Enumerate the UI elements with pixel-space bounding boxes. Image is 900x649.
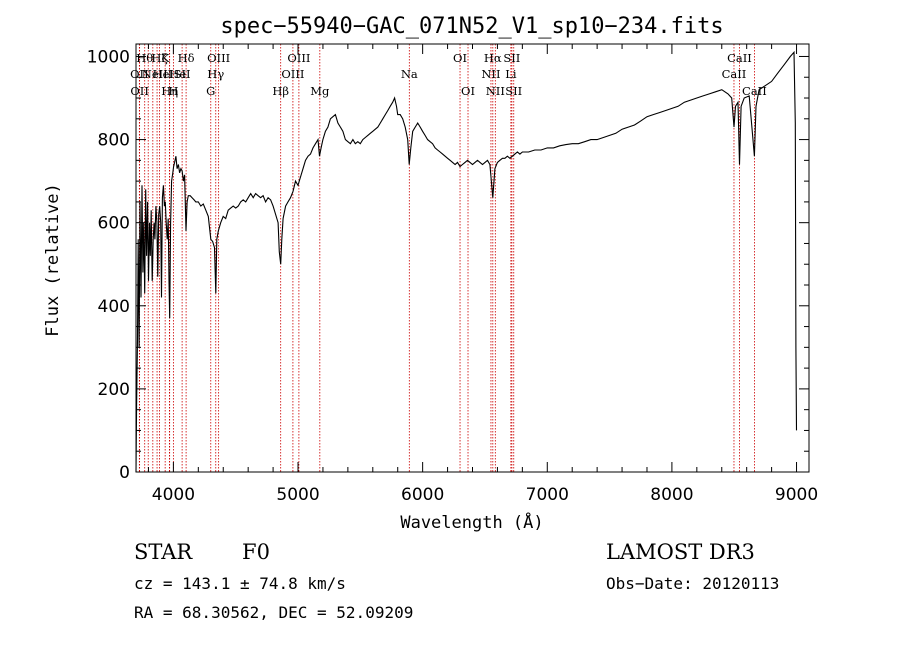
y-axis-label: Flux (relative)	[43, 183, 63, 337]
ra-dec-coordinates: RA = 68.30562, DEC = 52.09209	[134, 603, 414, 622]
x-tick-label: 4000	[152, 485, 195, 505]
y-tick-label: 600	[98, 214, 130, 234]
line-label: OIII	[207, 51, 230, 65]
line-label: Hθ	[136, 51, 153, 65]
line-label: H	[168, 84, 178, 98]
line-label: CaII	[727, 51, 752, 65]
line-label: Hη	[161, 84, 178, 98]
y-tick-label: 200	[98, 380, 130, 400]
y-tick-label: 400	[98, 297, 130, 317]
redshift-velocity: cz = 143.1 ± 74.8 km/s	[134, 574, 346, 593]
line-label: Hβ	[272, 84, 289, 98]
line-label: Hα	[484, 51, 502, 65]
line-label: CaII	[722, 67, 747, 81]
line-label: G	[206, 84, 215, 98]
line-markers	[138, 44, 755, 472]
line-label: OII	[130, 67, 149, 81]
line-label: HeHe	[153, 67, 187, 81]
line-label: OIII	[281, 67, 304, 81]
line-label: OIII	[287, 51, 310, 65]
axis-ticks: 4000 5000 6000 7000 8000 9000 0 200 400 600 800 100…	[87, 44, 818, 505]
x-tick-label: 8000	[650, 485, 693, 505]
survey-name: LAMOST DR3	[606, 540, 755, 564]
line-label: Li	[505, 67, 517, 81]
line-label: OI	[461, 84, 475, 98]
y-tick-label: 0	[119, 463, 130, 483]
line-label: Mg	[310, 84, 330, 98]
spectrum-line	[135, 50, 798, 473]
plot-frame	[135, 43, 810, 473]
y-tick-label: 800	[98, 131, 130, 151]
line-label: Hδ	[178, 51, 195, 65]
line-label: NII	[481, 67, 500, 81]
object-subclass: F0	[242, 540, 270, 564]
object-class: STAR	[134, 540, 193, 564]
observation-date: Obs−Date: 20120113	[606, 574, 780, 593]
line-label: NII	[486, 84, 505, 98]
line-label: Hγ	[207, 67, 224, 81]
line-label: OII	[130, 84, 149, 98]
line-label: OI	[453, 51, 467, 65]
line-label: SII	[174, 67, 191, 81]
line-label: SII	[505, 84, 522, 98]
line-label: Hζ	[151, 51, 167, 65]
line-label: CaII	[742, 84, 767, 98]
line-label: SII	[503, 51, 520, 65]
chart-title: spec−55940−GAC_071N52_V1_sp10−234.fits	[220, 14, 723, 39]
x-axis-label: Wavelength (Å)	[400, 511, 543, 533]
y-tick-label: 1000	[87, 47, 130, 67]
line-label: K	[161, 51, 170, 65]
line-label: NeIII	[142, 67, 173, 81]
line-label: Na	[401, 67, 418, 81]
x-tick-label: 9000	[775, 485, 818, 505]
x-tick-label: 7000	[526, 485, 569, 505]
x-tick-label: 5000	[276, 485, 319, 505]
x-tick-label: 6000	[401, 485, 444, 505]
line-labels: OII OII Hθ NeIII HζK HeHe HηH SII Hδ G Hγ OIII Hβ OII…	[130, 51, 767, 98]
